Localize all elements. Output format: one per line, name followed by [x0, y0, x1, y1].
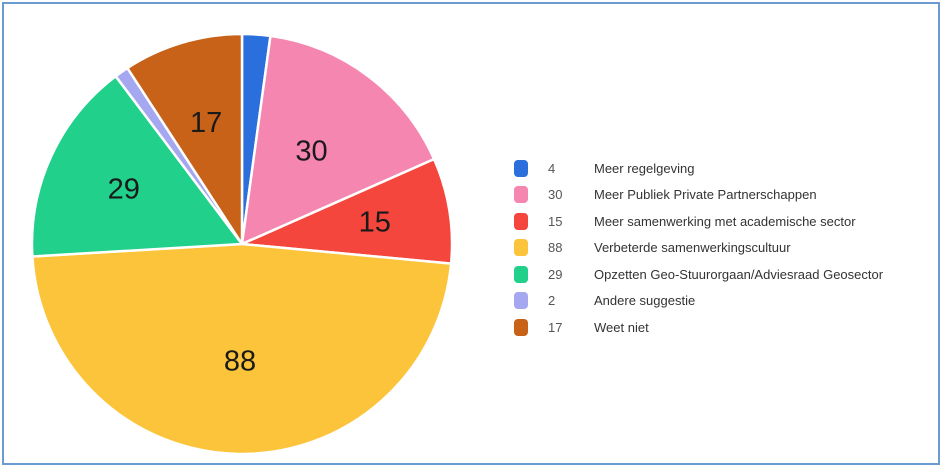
legend-label: Andere suggestie: [594, 293, 696, 309]
legend-value: 17: [548, 319, 563, 335]
legend-item: 88 Verbeterde samenwerkingscultuur: [514, 235, 883, 262]
legend-swatch: [514, 292, 528, 310]
slice-value-label-7: 17: [190, 107, 222, 139]
legend-swatch: [514, 212, 528, 230]
pie-slice-5: [30, 74, 244, 258]
legend-swatch: [514, 318, 528, 336]
slice-value-label-3: 15: [359, 206, 391, 238]
slice-value-label-5: 29: [108, 173, 140, 205]
legend-swatch: [514, 159, 528, 177]
pie-slice-3: [240, 157, 454, 265]
legend-label: Meer samenwerking met academische sector: [594, 213, 856, 229]
legend-item: 17 Weet niet: [514, 314, 883, 341]
legend-item: 30 Meer Publiek Private Partnerschappen: [514, 182, 883, 209]
legend-value: 15: [548, 213, 563, 229]
legend-label: Weet niet: [594, 319, 649, 335]
pie-slice-7: [126, 32, 244, 246]
pie-slice-4: [31, 242, 453, 456]
legend-swatch: [514, 265, 528, 283]
slice-value-label-2: 30: [295, 136, 327, 168]
legend-label: Meer regelgeving: [594, 160, 695, 176]
legend-value: 88: [548, 240, 563, 256]
legend-label: Opzetten Geo-Stuurorgaan/Adviesraad Geos…: [594, 266, 884, 282]
legend-item: 2 Andere suggestie: [514, 288, 883, 315]
legend-item: 4 Meer regelgeving: [514, 155, 883, 182]
legend-swatch: [514, 239, 528, 257]
pie-slice-2: [240, 34, 436, 246]
legend-value: 29: [548, 266, 563, 282]
legend-value: 30: [548, 187, 563, 203]
legend-item: 15 Meer samenwerking met academische sect…: [514, 208, 883, 235]
legend-value: 4: [548, 160, 556, 176]
legend-label: Meer Publiek Private Partnerschappen: [594, 187, 817, 203]
legend-label: Verbeterde samenwerkingscultuur: [594, 240, 791, 256]
slice-value-label-4: 88: [224, 346, 256, 378]
legend-item: 29 Opzetten Geo-Stuurorgaan/Adviesraad Ge…: [514, 261, 883, 288]
legend-swatch: [514, 186, 528, 204]
legend-value: 2: [548, 293, 556, 309]
chart-legend: 4 Meer regelgeving 30 Meer Publiek Private …: [514, 155, 883, 341]
